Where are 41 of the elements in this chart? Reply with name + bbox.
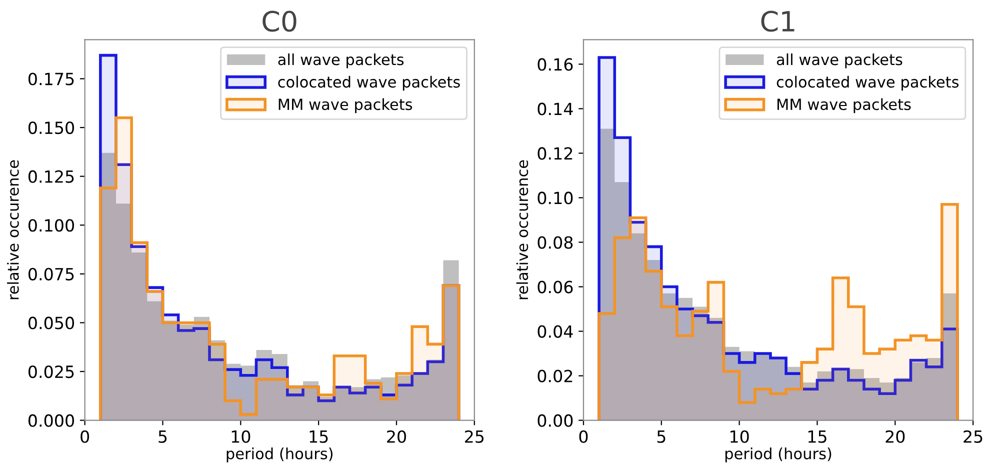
legend-label: MM wave packets bbox=[777, 98, 911, 114]
chart-title: C0 bbox=[262, 10, 296, 32]
y-tick-label: 0.000 bbox=[28, 414, 74, 427]
y-tick-label: 0.12 bbox=[538, 147, 572, 160]
y-tick-label: 0.06 bbox=[538, 280, 573, 294]
y-tick-label: 0.150 bbox=[28, 121, 74, 134]
y-tick-label: 0.04 bbox=[538, 325, 573, 338]
x-tick-label: 20 bbox=[886, 430, 905, 443]
chart-title: C1 bbox=[761, 10, 794, 32]
y-tick-label: 0.075 bbox=[28, 268, 74, 280]
legend-label: MM wave packets bbox=[278, 98, 412, 114]
y-tick-label: 0.02 bbox=[538, 370, 572, 382]
x-tick-label: 0 bbox=[579, 430, 588, 443]
x-tick-label: 25 bbox=[465, 430, 484, 443]
x-tick-label: 10 bbox=[730, 430, 749, 443]
x-tick-label: 10 bbox=[232, 430, 250, 443]
x-tick-label: 15 bbox=[808, 430, 826, 443]
y-tick-label: 0.16 bbox=[538, 58, 573, 71]
x-tick-label: 20 bbox=[387, 430, 406, 443]
x-axis-title: period (hours) bbox=[226, 448, 332, 462]
x-tick-label: 25 bbox=[964, 430, 982, 443]
y-axis-title: relative occurence bbox=[516, 160, 528, 300]
legend-label: colocated wave packets bbox=[776, 76, 959, 91]
x-tick-label: 5 bbox=[158, 430, 167, 443]
y-tick-label: 0.100 bbox=[28, 219, 74, 232]
y-tick-label: 0.175 bbox=[28, 72, 74, 86]
y-tick-label: 0.050 bbox=[28, 316, 74, 330]
x-tick-label: 5 bbox=[657, 430, 666, 443]
y-axis-title: relative occurence bbox=[7, 160, 19, 300]
legend-label: colocated wave packets bbox=[278, 76, 460, 91]
x-tick-label: 0 bbox=[80, 430, 90, 443]
y-tick-label: 0.125 bbox=[28, 170, 74, 183]
y-tick-label: 0.14 bbox=[538, 102, 573, 116]
y-tick-label: 0.00 bbox=[538, 414, 573, 427]
y-tick-label: 0.08 bbox=[538, 236, 573, 249]
x-axis-title: period (hours) bbox=[725, 448, 832, 462]
y-tick-label: 0.025 bbox=[28, 365, 74, 378]
y-tick-label: 0.10 bbox=[538, 192, 573, 204]
legend-label: all wave packets bbox=[278, 53, 404, 68]
legend-label: all wave packets bbox=[776, 53, 902, 68]
x-tick-label: 15 bbox=[310, 430, 328, 443]
